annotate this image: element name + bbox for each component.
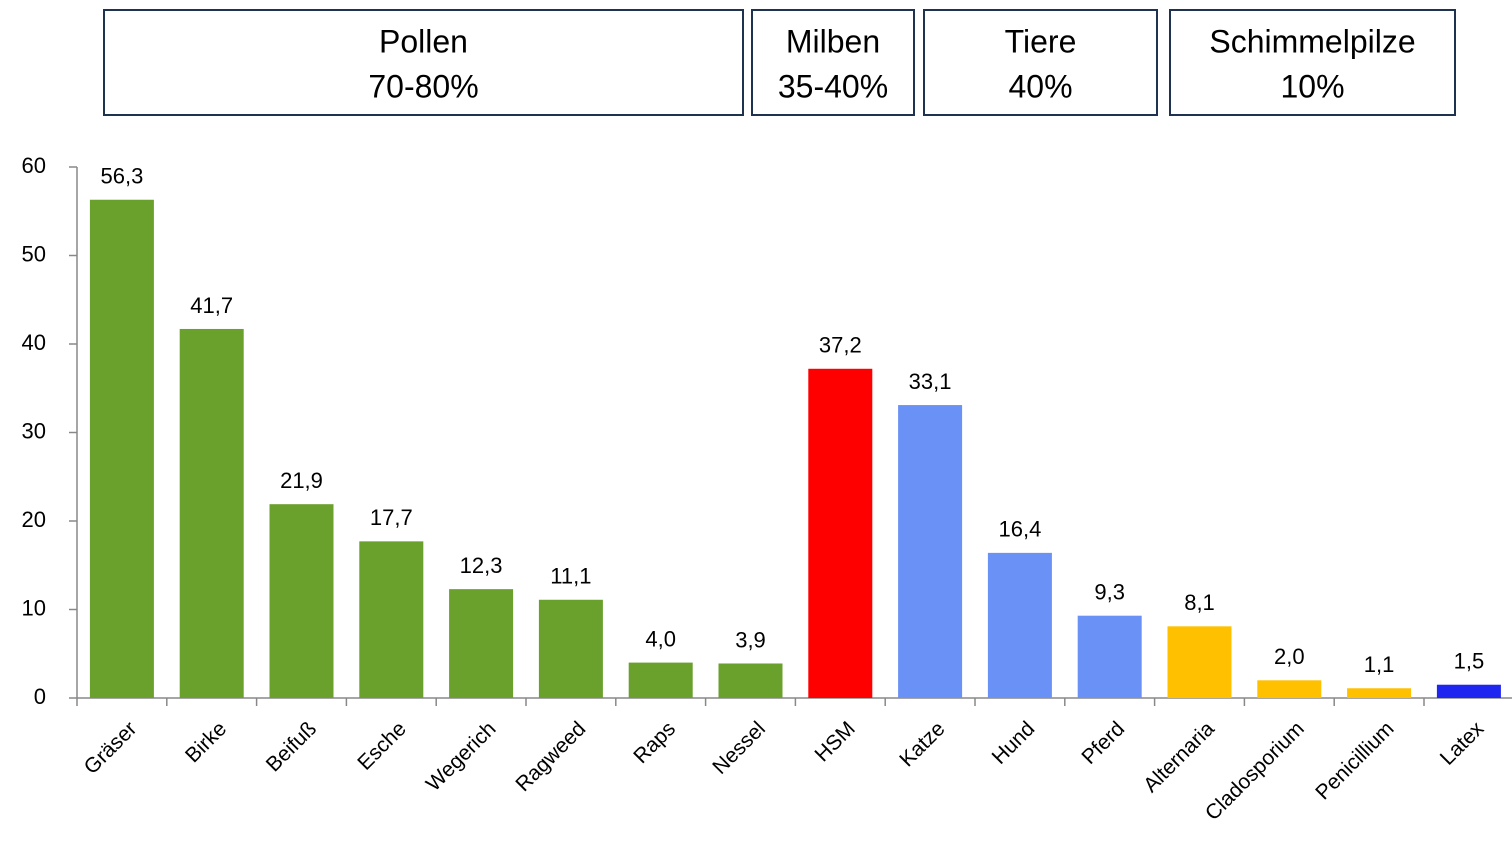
y-tick-label: 30	[22, 418, 46, 443]
bar	[898, 405, 963, 698]
group-name: Milben	[786, 23, 880, 59]
x-tick-label: Latex	[1436, 717, 1489, 770]
value-label: 3,9	[735, 627, 766, 652]
value-label: 37,2	[819, 333, 862, 358]
value-label: 1,1	[1364, 652, 1395, 677]
group-box	[751, 9, 915, 116]
y-tick-label: 10	[22, 595, 46, 620]
value-label: 12,3	[460, 553, 503, 578]
value-label: 11,1	[550, 564, 591, 589]
group-name: Tiere	[1005, 23, 1077, 59]
x-tick-label: Raps	[629, 717, 680, 768]
bar	[1077, 615, 1142, 698]
x-tick-label: Katze	[895, 717, 949, 771]
group-name: Schimmelpilze	[1209, 23, 1415, 59]
value-label: 17,7	[370, 505, 413, 530]
value-label: 1,5	[1454, 649, 1485, 674]
x-tick-label: Esche	[353, 717, 411, 775]
x-tick-label: HSM	[810, 717, 859, 766]
x-tick-label: Nessel	[708, 717, 770, 779]
value-label: 33,1	[909, 369, 952, 394]
group-box	[103, 9, 744, 116]
bar	[987, 552, 1052, 698]
group-box	[923, 9, 1158, 116]
y-tick-label: 20	[22, 507, 46, 532]
group-share: 35-40%	[778, 68, 888, 104]
bar	[179, 328, 244, 698]
group-share: 10%	[1280, 68, 1344, 104]
bar	[1347, 688, 1412, 698]
group-share: 40%	[1008, 68, 1072, 104]
y-tick-label: 0	[34, 684, 46, 709]
bar	[1167, 626, 1232, 698]
bar	[628, 662, 693, 698]
group-name: Pollen	[379, 23, 468, 59]
value-label: 21,9	[280, 468, 323, 493]
y-tick-label: 40	[22, 330, 46, 355]
x-tick-label: Penicillium	[1311, 717, 1398, 804]
bar	[89, 199, 154, 698]
x-tick-label: Gräser	[80, 717, 142, 779]
value-label: 9,3	[1094, 580, 1125, 605]
x-tick-label: Beifuß	[262, 717, 321, 776]
bar	[1257, 680, 1322, 698]
bar	[449, 589, 514, 698]
x-tick-label: Pferd	[1077, 717, 1129, 769]
x-tick-label: Wegerich	[422, 717, 501, 796]
value-label: 41,7	[190, 293, 233, 318]
value-label: 16,4	[998, 517, 1041, 542]
bar	[808, 368, 873, 698]
x-tick-label: Birke	[181, 717, 231, 767]
y-tick-label: 60	[22, 153, 46, 178]
value-label: 4,0	[645, 626, 676, 651]
group-share: 70-80%	[368, 68, 478, 104]
bar	[359, 541, 424, 698]
x-tick-label: Ragweed	[511, 717, 590, 796]
value-label: 2,0	[1274, 644, 1305, 669]
x-tick-label: Alternaria	[1139, 717, 1219, 797]
bar	[1436, 684, 1501, 698]
group-box	[1169, 9, 1456, 116]
bar	[718, 663, 783, 698]
value-label: 56,3	[100, 164, 143, 189]
x-tick-label: Hund	[988, 717, 1040, 769]
value-label: 8,1	[1184, 590, 1215, 615]
bar	[269, 504, 334, 698]
y-tick-label: 50	[22, 241, 46, 266]
bar	[538, 599, 603, 698]
